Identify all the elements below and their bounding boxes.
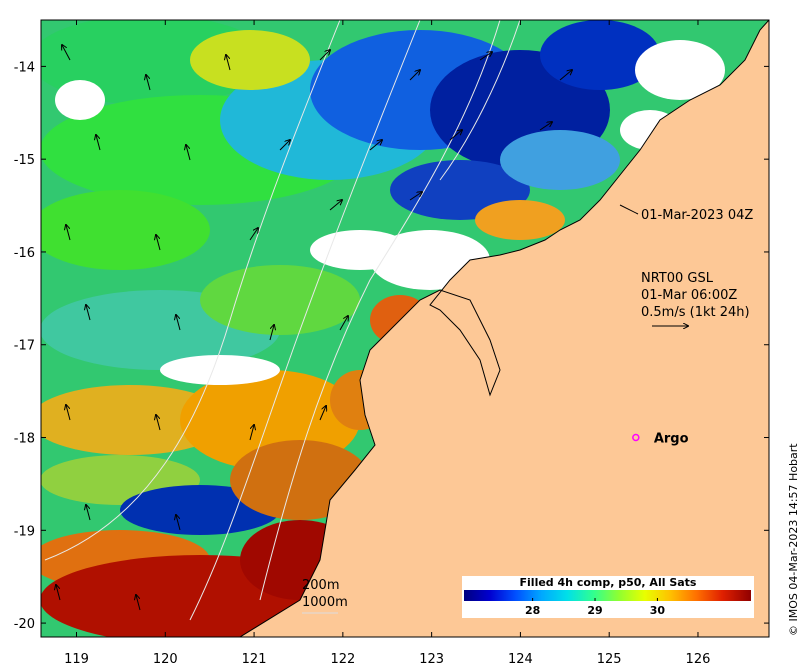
y-axis: -14 -15 -16 -17 -18 -19 -20 [14,60,769,632]
colorbar-gradient [464,590,751,601]
y-tick-label: -20 [14,617,35,632]
x-tick-label: 124 [508,652,533,667]
y-tick-label: -18 [14,432,35,447]
y-tick-label: -16 [14,246,35,261]
y-tick-label: -17 [14,339,35,354]
argo-label: Argo [654,432,689,447]
colorbar-tick-label: 30 [650,604,666,617]
land-mass [239,20,769,637]
model-time-label: 01-Mar 06:00Z [641,288,737,303]
timestamp-pointer [619,204,639,215]
map-border [40,19,770,638]
colorbar-tick-label: 29 [587,604,602,617]
x-tick-label: 121 [242,652,267,667]
isobath-contours [44,20,521,621]
plot-area [41,20,769,637]
x-tick-label: 125 [597,652,622,667]
product-label: NRT00 GSL [641,271,714,286]
y-tick-label: -15 [14,153,35,168]
colorbar-title: Filled 4h comp, p50, All Sats [520,576,697,589]
x-tick-label: 123 [419,652,444,667]
y-tick-label: -19 [14,524,35,539]
speed-reference-label: 0.5m/s (1kt 24h) [641,305,750,320]
current-vectors [56,45,572,611]
colorbar-tick-label: 28 [525,604,540,617]
x-tick-label: 119 [64,652,89,667]
timestamp-label: 01-Mar-2023 04Z [641,208,753,223]
colorbar-ticks: 28 29 30 [525,598,665,617]
x-tick-label: 122 [330,652,355,667]
colorbar: Filled 4h comp, p50, All Sats 28 29 30 [462,576,754,618]
credit-label: © IMOS 04-Mar-2023 14:57 Hobart [787,443,800,636]
argo-marker[interactable] [632,433,640,442]
isobath-200-label: 200m [302,578,339,593]
isobath-1000-label: 1000m [302,595,348,610]
y-tick-label: -14 [14,60,35,75]
x-axis: 119 120 121 122 123 124 125 126 [64,20,710,667]
x-tick-label: 120 [153,652,178,667]
x-tick-label: 126 [686,652,711,667]
